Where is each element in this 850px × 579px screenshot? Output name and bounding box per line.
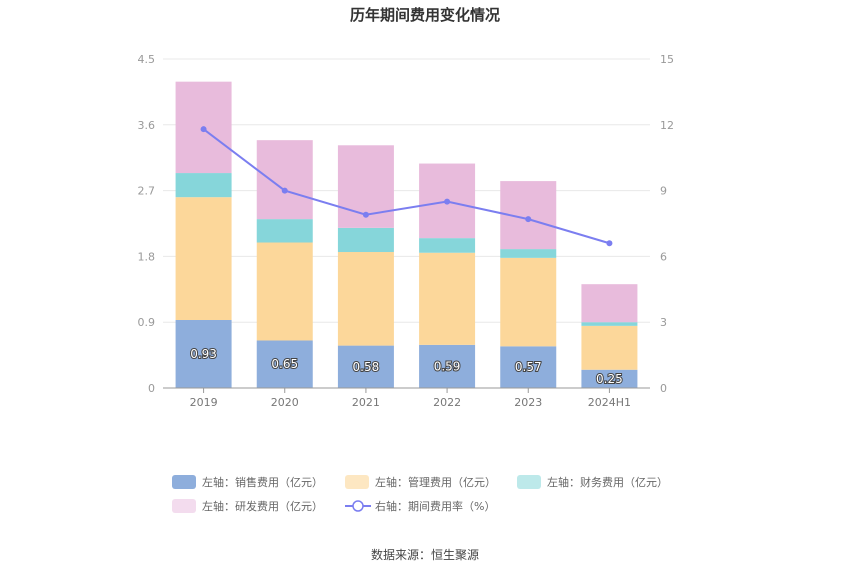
left-tick-label: 3.6 — [138, 119, 156, 132]
rate-line-point — [525, 216, 532, 223]
left-tick-label: 1.8 — [138, 250, 156, 263]
legend-label: 右轴：期间费用率（%） — [375, 499, 495, 513]
bar-segment — [581, 322, 638, 326]
bar-segment — [256, 340, 313, 388]
bar-segment — [581, 369, 638, 388]
legend-label: 左轴：管理费用（亿元） — [375, 475, 496, 489]
bar-segment — [500, 346, 557, 388]
bar-segment — [256, 242, 313, 341]
data-source: 数据来源：恒生聚源 — [371, 547, 479, 562]
right-tick-label: 3 — [660, 316, 667, 329]
bar-data-labels: 0.93 0.65 0.58 0.59 0.57 0.25 — [189, 346, 624, 387]
grid-lines — [163, 58, 650, 389]
rate-line-point — [362, 211, 369, 218]
left-tick-label: 0 — [148, 382, 155, 395]
bar-segment — [175, 320, 232, 388]
right-tick-label: 15 — [660, 53, 674, 66]
x-tick-label: 2023 — [514, 396, 542, 409]
legend-item[interactable]: 左轴：管理费用（亿元） — [345, 475, 496, 489]
legend-label: 左轴：研发费用（亿元） — [202, 499, 323, 513]
bar-segment — [419, 344, 476, 388]
bar-value-label: 0.65 — [271, 357, 298, 371]
right-tick-label: 12 — [660, 119, 674, 132]
expense-rate-line — [200, 126, 613, 247]
left-tick-label: 4.5 — [138, 53, 156, 66]
bar-value-label: 0.59 — [434, 359, 461, 373]
bar-segment — [337, 227, 394, 253]
bar-segment — [256, 219, 313, 243]
legend-marker-swatch — [352, 500, 364, 512]
bar-segment — [500, 249, 557, 258]
bar-segment — [581, 325, 638, 370]
x-tick-label: 2022 — [433, 396, 461, 409]
bar-stacks — [175, 81, 638, 388]
bar-segment — [419, 252, 476, 345]
x-tick-label: 2021 — [352, 396, 380, 409]
rate-line-point — [606, 240, 613, 247]
right-tick-label: 0 — [660, 382, 667, 395]
legend-swatch — [172, 475, 196, 489]
bar-segment — [500, 257, 557, 347]
x-tick-label: 2019 — [190, 396, 218, 409]
rate-line-point — [444, 198, 451, 205]
legend-item[interactable]: 左轴：财务费用（亿元） — [517, 475, 668, 489]
rate-line-point — [281, 187, 288, 194]
legend[interactable]: 左轴：销售费用（亿元） 左轴：管理费用（亿元） 左轴：财务费用（亿元） 左轴：研发费用… — [172, 475, 668, 513]
legend-item[interactable]: 左轴：研发费用（亿元） — [172, 499, 323, 513]
x-axis: 2019 2020 2021 2022 2023 2024H1 — [163, 387, 650, 409]
legend-item[interactable]: 右轴：期间费用率（%） — [345, 499, 495, 513]
bar-segment — [419, 238, 476, 253]
x-tick-label: 2020 — [271, 396, 299, 409]
legend-swatch — [172, 499, 196, 513]
bar-segment — [581, 284, 638, 323]
bar-value-label: 0.25 — [596, 372, 623, 386]
bar-segment — [337, 345, 394, 388]
legend-swatch — [345, 475, 369, 489]
left-tick-label: 0.9 — [138, 316, 156, 329]
bar-segment — [175, 197, 232, 321]
legend-swatch — [517, 475, 541, 489]
bar-value-label: 0.57 — [515, 360, 542, 374]
legend-label: 左轴：财务费用（亿元） — [547, 475, 668, 489]
bar-segment — [175, 173, 232, 198]
x-tick-label: 2024H1 — [588, 396, 631, 409]
left-tick-label: 2.7 — [138, 185, 156, 198]
right-axis-ticks: 0 3 6 9 12 15 — [660, 53, 674, 395]
legend-item[interactable]: 左轴：销售费用（亿元） — [172, 475, 323, 489]
bar-segment — [337, 252, 394, 346]
right-tick-label: 9 — [660, 185, 667, 198]
bar-value-label: 0.58 — [353, 360, 380, 374]
chart-title: 历年期间费用变化情况 — [350, 6, 500, 24]
bar-value-label: 0.93 — [190, 347, 217, 361]
rate-line-point — [200, 126, 207, 133]
left-axis-ticks: 0 0.9 1.8 2.7 3.6 4.5 — [138, 53, 156, 395]
bar-segment — [256, 140, 313, 220]
legend-label: 左轴：销售费用（亿元） — [202, 475, 323, 489]
rate-line-path — [202, 128, 610, 245]
right-tick-label: 6 — [660, 250, 667, 263]
